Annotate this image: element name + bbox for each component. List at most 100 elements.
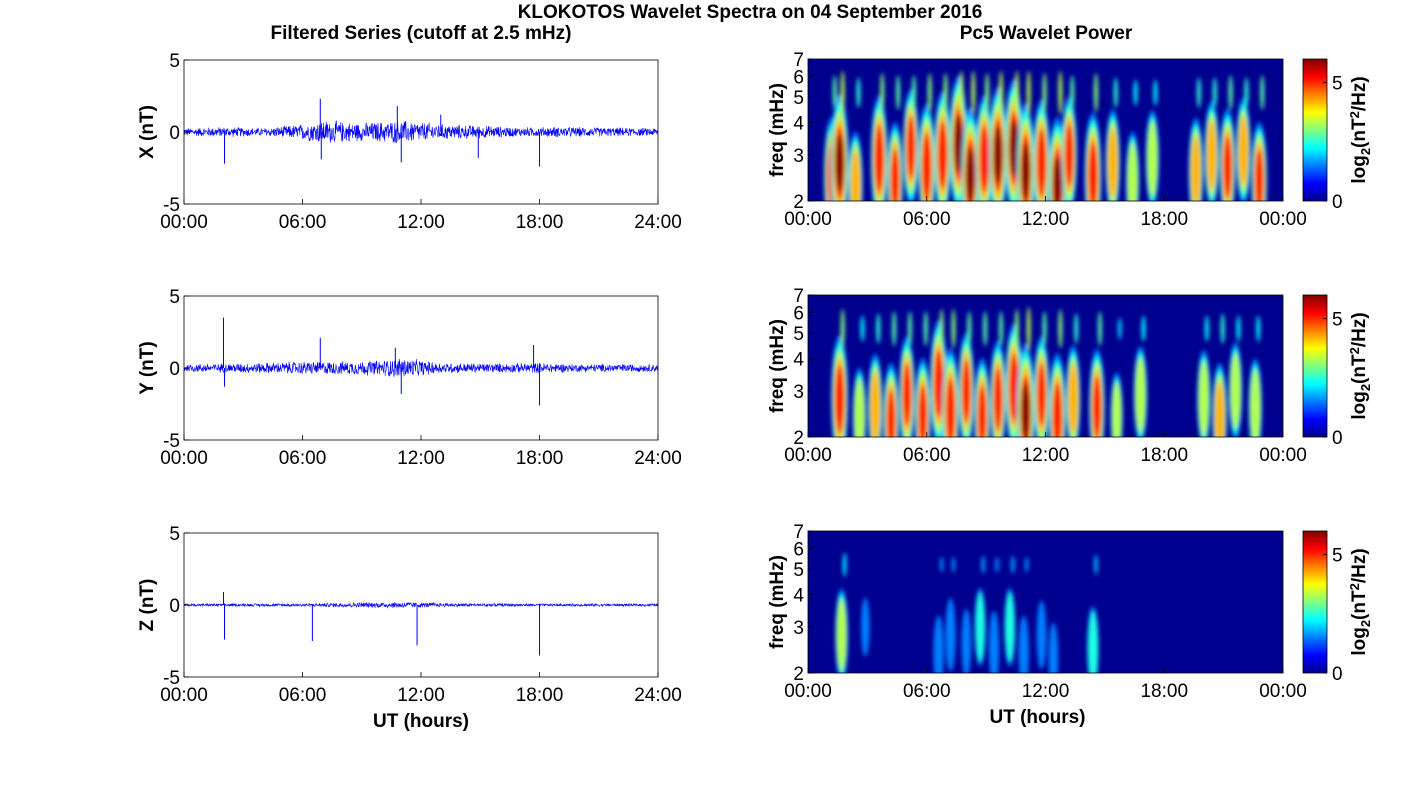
x-tick-label: 00:00 xyxy=(160,212,208,233)
x-tick-label: 12:00 xyxy=(397,685,445,706)
y-axis-label: Z (nT) xyxy=(137,579,158,632)
x-tick-label: 00:00 xyxy=(1259,209,1307,230)
burst-2 xyxy=(933,615,944,673)
y-axis-label: Y (nT) xyxy=(137,341,158,394)
burst-streak-8 xyxy=(967,311,972,347)
burst-streak-1 xyxy=(840,70,845,115)
colorbar xyxy=(1302,294,1328,438)
burst-streak-24 xyxy=(1244,77,1249,109)
x-tick-label: 18:00 xyxy=(516,212,564,233)
burst-streak-22 xyxy=(1256,315,1261,342)
y-tick-label: 4 xyxy=(793,113,804,134)
burst-streak-16 xyxy=(1097,311,1102,347)
burst-25 xyxy=(1254,149,1264,201)
burst-streak-0 xyxy=(842,552,847,577)
burst-18 xyxy=(1135,357,1146,433)
power-blobs xyxy=(823,70,1268,201)
burst-streak-10 xyxy=(999,311,1003,347)
burst-streak-14 xyxy=(1058,308,1063,349)
burst-8 xyxy=(1018,615,1029,673)
burst-streak-21 xyxy=(1236,315,1241,342)
figure-title: KLOKOTOS Wavelet Spectra on 04 September… xyxy=(518,2,983,23)
x-tick-label: 00:00 xyxy=(1259,445,1307,466)
timeseries-panel-x: 5 0 -500:00 06:00 12:00 18:00 24:00 X (nT) xyxy=(137,51,682,233)
burst-19 xyxy=(1198,361,1210,437)
burst-streak-3 xyxy=(951,556,956,573)
burst-23 xyxy=(1223,135,1233,199)
burst-17 xyxy=(1088,142,1098,201)
burst-streak-10 xyxy=(985,72,990,113)
burst-9 xyxy=(1036,600,1047,670)
x-tick-label: 00:00 xyxy=(1259,681,1307,702)
burst-6 xyxy=(933,350,944,418)
burst-7 xyxy=(1005,592,1015,662)
y-tick-label: -5 xyxy=(163,431,180,452)
colorbar-tick-label: 5 xyxy=(1332,310,1343,331)
x-tick-label: 06:00 xyxy=(279,685,327,706)
burst-1 xyxy=(861,597,870,657)
burst-13 xyxy=(1021,142,1030,200)
burst-10 xyxy=(1048,622,1059,673)
y-tick-label: 5 xyxy=(169,287,180,308)
burst-streak-8 xyxy=(959,70,964,115)
y-tick-label: 6 xyxy=(793,539,804,560)
burst-streak-8 xyxy=(1024,556,1029,573)
x-tick-label: 06:00 xyxy=(279,212,327,233)
colorbar-tick-label: 0 xyxy=(1332,664,1343,685)
y-tick-label: 5 xyxy=(793,88,804,109)
burst-12 xyxy=(1009,119,1018,177)
burst-22 xyxy=(1206,120,1217,190)
burst-14 xyxy=(1036,129,1047,197)
burst-5 xyxy=(918,385,928,437)
burst-streak-2 xyxy=(939,556,944,573)
burst-11 xyxy=(1087,610,1099,673)
burst-streak-19 xyxy=(1204,315,1209,342)
burst-22 xyxy=(1250,369,1261,437)
y-axis-label: freq (mHz) xyxy=(767,83,788,177)
burst-3 xyxy=(874,125,885,193)
burst-6 xyxy=(921,133,932,201)
burst-18 xyxy=(1107,128,1118,198)
y-axis-label: freq (mHz) xyxy=(767,319,788,413)
x-tick-label: 06:00 xyxy=(903,681,951,702)
burst-streak-12 xyxy=(1026,306,1031,351)
x-tick-label: 12:00 xyxy=(397,212,445,233)
burst-streak-13 xyxy=(1042,311,1047,347)
burst-streak-16 xyxy=(1070,75,1075,111)
burst-streak-3 xyxy=(880,72,885,113)
y-tick-label: 4 xyxy=(793,349,804,370)
y-tick-label: 4 xyxy=(793,585,804,606)
burst-6 xyxy=(988,610,1000,673)
burst-16 xyxy=(1064,123,1074,187)
colorbar-tick-label: 0 xyxy=(1332,428,1343,449)
burst-13 xyxy=(1037,363,1046,427)
burst-10 xyxy=(993,367,1003,431)
power-blobs xyxy=(831,306,1262,437)
burst-15 xyxy=(1068,364,1079,434)
burst-21 xyxy=(1230,353,1241,429)
burst-0 xyxy=(836,599,847,671)
timeseries-panel-y: 5 0 -500:00 06:00 12:00 18:00 24:00 Y (nT) xyxy=(137,287,682,469)
y-tick-label: 2 xyxy=(793,428,804,449)
burst-streak-9 xyxy=(971,70,976,115)
x-tick-label: 18:00 xyxy=(1140,445,1188,466)
burst-streak-5 xyxy=(981,555,986,574)
burst-streak-23 xyxy=(1228,75,1233,111)
burst-streak-13 xyxy=(1026,70,1031,115)
burst-streak-12 xyxy=(1014,70,1019,115)
burst-2 xyxy=(870,372,881,437)
burst-streak-6 xyxy=(939,308,944,349)
series-trace-y xyxy=(183,358,659,377)
x-axis-label: UT (hours) xyxy=(373,711,469,732)
y-tick-label: 7 xyxy=(793,522,804,543)
burst-streak-2 xyxy=(876,313,881,345)
burst-0 xyxy=(834,365,845,433)
colorbar-tick-label: 5 xyxy=(1332,546,1343,567)
burst-streak-3 xyxy=(892,311,897,347)
y-axis-label: freq (mHz) xyxy=(767,555,788,649)
x-tick-label: 06:00 xyxy=(903,209,951,230)
x-tick-label: 00:00 xyxy=(784,681,832,702)
burst-10 xyxy=(979,125,989,193)
